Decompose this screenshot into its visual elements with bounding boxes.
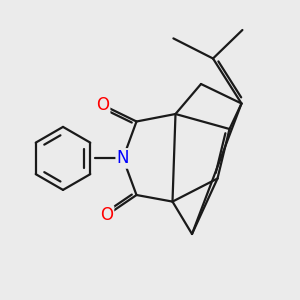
Text: O: O (96, 96, 109, 114)
Text: N: N (117, 149, 129, 167)
Text: O: O (100, 206, 113, 224)
